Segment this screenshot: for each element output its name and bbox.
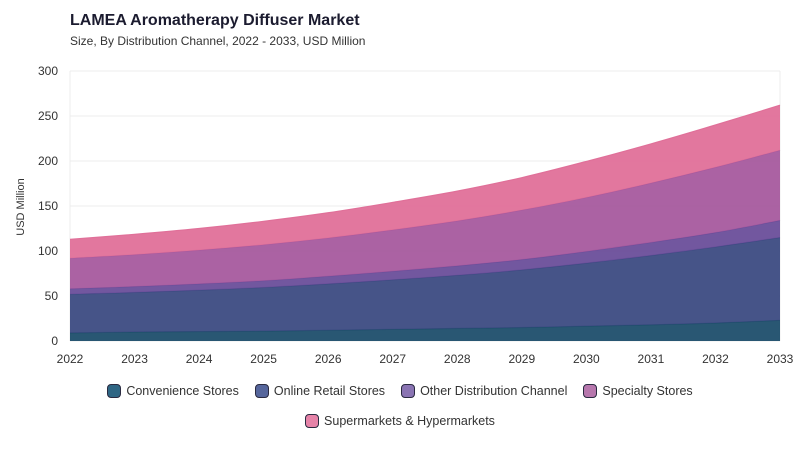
y-tick-label: 300	[38, 64, 58, 78]
legend-item-other-distribution-channel[interactable]: Other Distribution Channel	[401, 384, 567, 398]
area-convenience-stores	[70, 320, 780, 341]
legend-swatch	[107, 384, 122, 398]
legend-swatch	[305, 414, 320, 428]
legend: Convenience Stores Online Retail Stores …	[0, 384, 800, 398]
x-tick-label: 2026	[315, 352, 342, 366]
series-line	[69, 104, 781, 240]
y-axis-ticks: 0 50 100 150 200 250 300	[38, 64, 58, 348]
legend-row-2: Supermarkets & Hypermarkets	[0, 414, 800, 428]
x-tick-label: 2022	[57, 352, 84, 366]
x-axis-ticks: 2022 2023 2024 2025 2026 2027 2028 2029 2030 2031…	[57, 352, 794, 366]
y-tick-label: 100	[38, 244, 58, 258]
legend-item-specialty-stores[interactable]: Specialty Stores	[583, 384, 693, 398]
legend-label: Convenience Stores	[126, 384, 239, 398]
area-series	[69, 104, 781, 341]
chart-title: LAMEA Aromatherapy Diffuser Market	[70, 12, 360, 29]
y-tick-label: 50	[45, 289, 59, 303]
legend-label: Other Distribution Channel	[420, 384, 568, 398]
x-tick-label: 2028	[444, 352, 471, 366]
x-tick-label: 2023	[121, 352, 148, 366]
legend-label: Online Retail Stores	[273, 384, 386, 398]
y-tick-label: 150	[38, 199, 58, 213]
x-tick-label: 2033	[767, 352, 794, 366]
legend-swatch	[583, 384, 598, 398]
legend-item-online-retail-stores[interactable]: Online Retail Stores	[254, 384, 386, 398]
y-axis-label: USD Million	[15, 178, 27, 235]
y-tick-label: 200	[38, 154, 58, 168]
y-tick-label: 250	[38, 109, 58, 123]
area-supermarkets-hypermarkets	[70, 105, 780, 259]
legend-item-convenience-stores[interactable]: Convenience Stores	[107, 384, 239, 398]
legend-item-supermarkets-hypermarkets[interactable]: Supermarkets & Hypermarkets	[305, 414, 495, 428]
legend-label: Specialty Stores	[602, 384, 693, 398]
x-tick-label: 2024	[186, 352, 213, 366]
x-tick-label: 2025	[250, 352, 277, 366]
legend-swatch	[254, 384, 269, 398]
x-tick-label: 2032	[702, 352, 729, 366]
x-tick-label: 2029	[508, 352, 535, 366]
x-tick-label: 2031	[638, 352, 665, 366]
chart-subtitle: Size, By Distribution Channel, 2022 - 20…	[70, 34, 366, 48]
legend-label: Supermarkets & Hypermarkets	[324, 414, 495, 428]
area-specialty-stores	[70, 150, 780, 289]
x-tick-label: 2030	[573, 352, 600, 366]
legend-swatch	[401, 384, 416, 398]
x-tick-label: 2027	[379, 352, 406, 366]
y-tick-label: 0	[51, 334, 58, 348]
